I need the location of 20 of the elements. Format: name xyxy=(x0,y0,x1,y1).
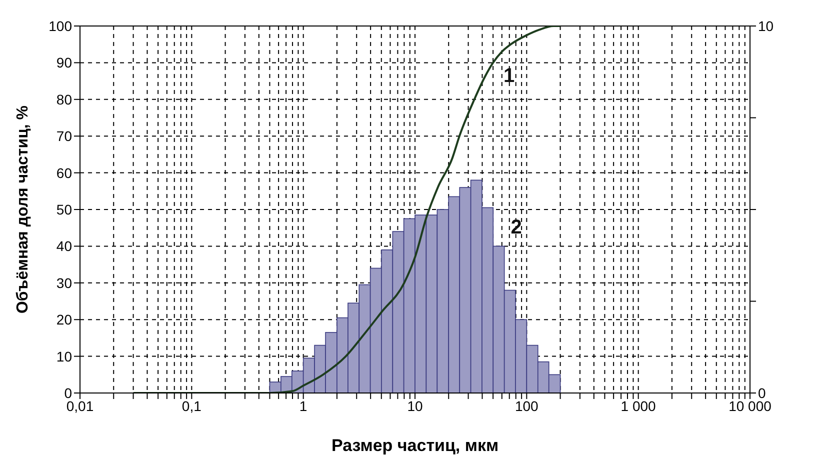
series-label: 1 xyxy=(503,64,515,87)
x-tick-label: 1 000 xyxy=(620,398,656,414)
x-tick-label: 0,1 xyxy=(182,398,202,414)
y-axis-title: Объёмная доля частиц, % xyxy=(14,105,32,314)
x-tick-label: 10 xyxy=(407,398,423,414)
series-label: 2 xyxy=(510,216,522,238)
y-tick-label: 80 xyxy=(56,91,72,108)
x-tick-label: 100 xyxy=(514,398,539,414)
y-tick-label: 30 xyxy=(56,274,72,291)
y2-tick-label: 10 xyxy=(758,18,774,34)
x-tick-label: 1 xyxy=(299,398,308,414)
y-tick-label: 100 xyxy=(48,18,72,34)
y-tick-label: 10 xyxy=(56,348,72,364)
y-tick-label: 50 xyxy=(56,201,72,218)
y-tick-label: 60 xyxy=(56,164,72,181)
y-tick-label: 90 xyxy=(56,54,72,71)
y-tick-label: 40 xyxy=(56,238,72,254)
y-tick-label: 20 xyxy=(56,312,72,328)
y-tick-label: 70 xyxy=(56,128,72,144)
x-axis-title: Размер частиц, мкм xyxy=(331,436,499,455)
